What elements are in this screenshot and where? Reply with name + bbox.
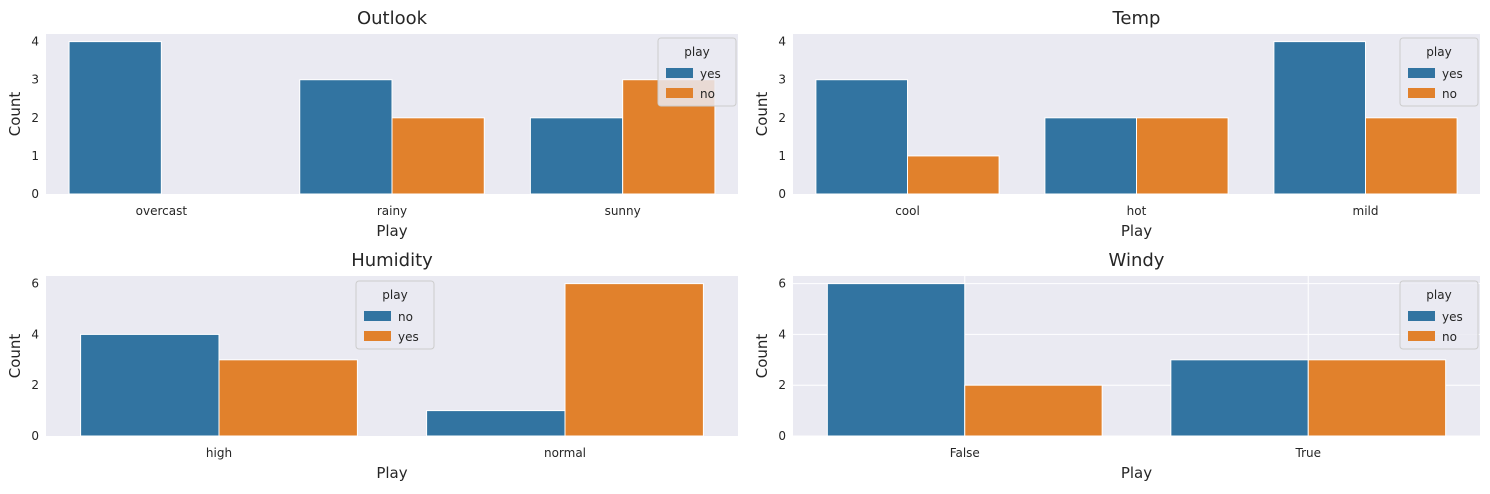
bar-yes-cool[interactable] bbox=[815, 79, 909, 195]
legend-title: play bbox=[684, 45, 709, 59]
legend-swatch-yes bbox=[1408, 311, 1435, 321]
y-tick-label: 0 bbox=[778, 187, 786, 201]
legend-swatch-no bbox=[1408, 88, 1435, 98]
legend-swatch-no bbox=[364, 311, 391, 321]
x-tick-label: True bbox=[1295, 446, 1322, 460]
y-tick-label: 2 bbox=[31, 111, 39, 125]
bar-no-high[interactable] bbox=[80, 333, 220, 437]
legend-label-no: no bbox=[1442, 87, 1457, 101]
x-axis-label: Play bbox=[1121, 222, 1152, 240]
x-tick-label: mild bbox=[1353, 204, 1379, 218]
legend: play yes no bbox=[1399, 37, 1479, 107]
legend-label-no: no bbox=[700, 87, 715, 101]
chart-title: Windy bbox=[1109, 250, 1165, 271]
legend-label-yes: yes bbox=[1442, 67, 1463, 81]
legend: play no yes bbox=[355, 280, 435, 350]
y-tick-label: 1 bbox=[778, 149, 786, 163]
y-tick-label: 3 bbox=[778, 73, 786, 87]
legend-title: play bbox=[1426, 288, 1451, 302]
legend-swatch-yes bbox=[364, 331, 391, 341]
y-tick-label: 6 bbox=[31, 277, 39, 291]
x-axis-label: Play bbox=[376, 464, 407, 482]
legend-label-no: no bbox=[1442, 330, 1457, 344]
y-tick-label: 2 bbox=[778, 111, 786, 125]
x-axis-label: Play bbox=[1121, 464, 1152, 482]
legend-swatch-yes bbox=[1408, 68, 1435, 78]
bar-no-hot[interactable] bbox=[1136, 117, 1229, 195]
y-tick-label: 2 bbox=[31, 378, 39, 392]
y-tick-label: 2 bbox=[778, 378, 786, 392]
bar-yes-mild[interactable] bbox=[1273, 41, 1367, 195]
y-tick-label: 4 bbox=[31, 35, 39, 49]
x-tick-label: sunny bbox=[605, 204, 641, 218]
chart-title: Outlook bbox=[357, 8, 428, 29]
bar-yes-false[interactable] bbox=[826, 283, 966, 437]
chart-panel-outlook: 0 1 2 3 4 overcast rainy sunny Outlook Play Count p… bbox=[6, 8, 738, 240]
y-axis-label: Count bbox=[753, 92, 771, 137]
y-tick-label: 4 bbox=[778, 327, 786, 341]
bar-yes-sunny[interactable] bbox=[529, 117, 624, 195]
bar-no-rainy[interactable] bbox=[391, 117, 485, 195]
legend-label-yes: yes bbox=[398, 330, 419, 344]
x-tick-label: normal bbox=[544, 446, 586, 460]
chart-panel-windy: 0 2 4 6 False True Windy Play Count play yes no bbox=[753, 250, 1480, 482]
legend-swatch-no bbox=[1408, 331, 1435, 341]
y-tick-label: 0 bbox=[778, 429, 786, 443]
y-tick-label: 1 bbox=[31, 149, 39, 163]
legend-swatch-yes bbox=[666, 68, 693, 78]
y-tick-label: 0 bbox=[31, 187, 39, 201]
x-tick-label: cool bbox=[895, 204, 920, 218]
legend-label-yes: yes bbox=[700, 67, 721, 81]
y-tick-label: 0 bbox=[31, 429, 39, 443]
legend-title: play bbox=[382, 288, 407, 302]
y-axis-label: Count bbox=[6, 92, 24, 137]
legend-label-no: no bbox=[398, 310, 413, 324]
legend-label-yes: yes bbox=[1442, 310, 1463, 324]
y-axis-label: Count bbox=[6, 334, 24, 379]
bar-yes-high[interactable] bbox=[218, 359, 358, 437]
bar-yes-overcast[interactable] bbox=[68, 41, 162, 195]
y-tick-label: 4 bbox=[778, 35, 786, 49]
legend-swatch-no bbox=[666, 88, 693, 98]
bar-no-normal[interactable] bbox=[426, 410, 566, 437]
x-tick-label: overcast bbox=[136, 204, 188, 218]
chart-panel-temp: 0 1 2 3 4 cool hot mild Temp Play Count play yes no bbox=[753, 8, 1480, 240]
legend: play yes no bbox=[1399, 280, 1479, 350]
legend: play yes no bbox=[657, 37, 737, 107]
bar-no-mild[interactable] bbox=[1365, 117, 1458, 195]
x-tick-label: hot bbox=[1127, 204, 1147, 218]
bar-no-true[interactable] bbox=[1307, 359, 1447, 437]
bar-no-false[interactable] bbox=[964, 384, 1103, 437]
x-tick-label: False bbox=[950, 446, 980, 460]
bar-yes-true[interactable] bbox=[1170, 359, 1309, 437]
y-tick-label: 6 bbox=[778, 277, 786, 291]
x-tick-label: high bbox=[206, 446, 232, 460]
bar-no-cool[interactable] bbox=[907, 155, 1000, 195]
bar-yes-normal[interactable] bbox=[564, 283, 704, 437]
chart-panel-humidity: 0 2 4 6 high normal Humidity Play Count play no yes bbox=[6, 250, 738, 482]
legend-title: play bbox=[1426, 45, 1451, 59]
y-tick-label: 4 bbox=[31, 327, 39, 341]
y-axis-label: Count bbox=[753, 334, 771, 379]
chart-title: Humidity bbox=[351, 250, 433, 271]
bar-yes-hot[interactable] bbox=[1044, 117, 1138, 195]
bar-yes-rainy[interactable] bbox=[299, 79, 393, 195]
chart-title: Temp bbox=[1112, 8, 1161, 29]
y-tick-label: 3 bbox=[31, 73, 39, 87]
x-tick-label: rainy bbox=[377, 204, 407, 218]
x-axis-label: Play bbox=[376, 222, 407, 240]
